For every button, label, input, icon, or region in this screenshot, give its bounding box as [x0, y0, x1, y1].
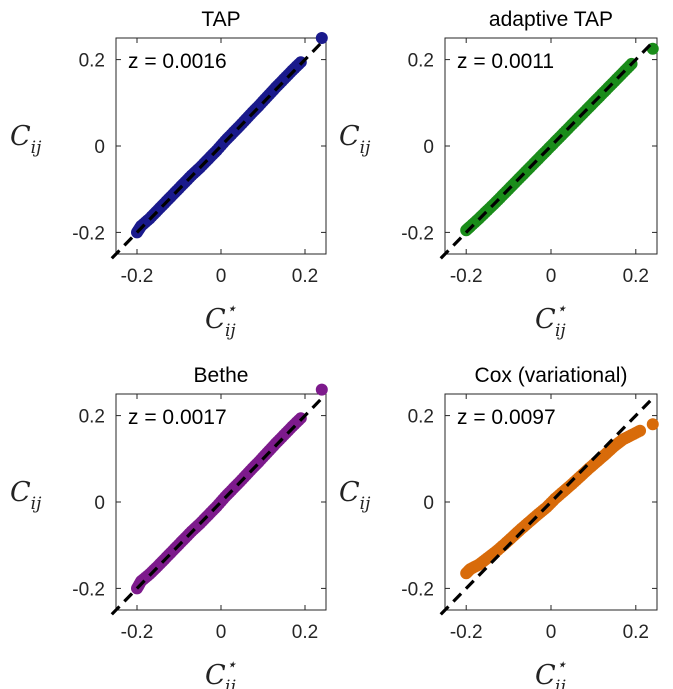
y-tick-label: 0: [423, 137, 434, 158]
x-tick-label: 0: [216, 622, 227, 643]
z-annotation: z = 0.0016: [128, 50, 227, 73]
y-axis-label: Cij: [10, 477, 42, 514]
x-axis-label-superscript: ⋆: [226, 655, 237, 675]
y-tick-label: -0.2: [72, 223, 105, 244]
x-tick-label: -0.2: [121, 622, 154, 643]
y-axis-label-subscript: ij: [31, 138, 42, 158]
y-tick-label: 0: [94, 137, 105, 158]
x-axis-label: C: [535, 304, 556, 335]
x-tick-label: 0.2: [623, 622, 649, 643]
x-tick-label: -0.2: [450, 622, 483, 643]
y-axis-label-main: C: [10, 121, 31, 152]
z-annotation: z = 0.0097: [457, 406, 556, 429]
x-axis-label-superscript: ⋆: [556, 655, 567, 675]
x-tick-label: 0: [546, 622, 557, 643]
identity-line: [439, 395, 657, 616]
z-annotation: z = 0.0017: [128, 406, 227, 429]
x-tick-label: 0.2: [292, 266, 318, 287]
panel-title: Bethe: [194, 364, 249, 387]
identity-line: [110, 395, 326, 616]
x-tick-label: -0.2: [121, 266, 154, 287]
y-tick-label: -0.2: [401, 579, 434, 600]
y-axis-label-subscript: ij: [360, 494, 371, 514]
panel-adaptive-tap: -0.2 0 0.2 -0.2 0 0.2 adaptive TAP z = 0.0011 Ci…: [339, 8, 659, 341]
data-point: [646, 418, 659, 431]
data-point: [315, 383, 328, 396]
y-tick-label: -0.2: [72, 579, 105, 600]
y-axis-label-main: C: [339, 477, 360, 508]
y-tick-label: 0.2: [79, 51, 105, 72]
y-tick-label: 0: [94, 493, 105, 514]
x-axis-label-subscript: ij: [225, 321, 236, 341]
panel-title: Cox (variational): [475, 364, 628, 387]
x-tick-label: 0: [546, 266, 557, 287]
x-axis-label-superscript: ⋆: [556, 299, 567, 319]
z-annotation: z = 0.0011: [457, 50, 554, 73]
x-axis-label: C: [535, 660, 556, 689]
y-axis-label-main: C: [10, 477, 31, 508]
x-axis-label-subscript: ij: [555, 321, 566, 341]
y-axis-label: Cij: [339, 477, 371, 514]
y-axis-label-subscript: ij: [360, 138, 371, 158]
x-axis-label: C: [205, 304, 226, 335]
x-tick-label: -0.2: [450, 266, 483, 287]
x-axis-label-subscript: ij: [225, 677, 236, 689]
identity-line: [110, 39, 326, 260]
y-tick-label: 0.2: [408, 407, 434, 428]
x-axis-label-subscript: ij: [555, 677, 566, 689]
panel-title: TAP: [201, 8, 240, 31]
y-tick-label: 0: [423, 493, 434, 514]
y-axis-label-main: C: [339, 121, 360, 152]
identity-line: [439, 39, 657, 260]
x-tick-label: 0.2: [292, 622, 318, 643]
panel-cox-variational: -0.2 0 0.2 -0.2 0 0.2 Cox (variational) z = 0.0…: [339, 364, 659, 689]
y-axis-label-subscript: ij: [31, 494, 42, 514]
data-point: [315, 32, 328, 44]
data-point: [634, 424, 647, 437]
y-tick-label: 0.2: [79, 407, 105, 428]
x-tick-label: 0: [216, 266, 227, 287]
panel-title: adaptive TAP: [489, 8, 613, 31]
y-tick-label: 0.2: [408, 51, 434, 72]
x-axis-label-superscript: ⋆: [226, 299, 237, 319]
y-axis-label: Cij: [339, 121, 371, 158]
y-tick-label: -0.2: [401, 223, 434, 244]
y-axis-label: Cij: [10, 121, 42, 158]
x-axis-label: C: [205, 660, 226, 689]
x-tick-label: 0.2: [623, 266, 649, 287]
